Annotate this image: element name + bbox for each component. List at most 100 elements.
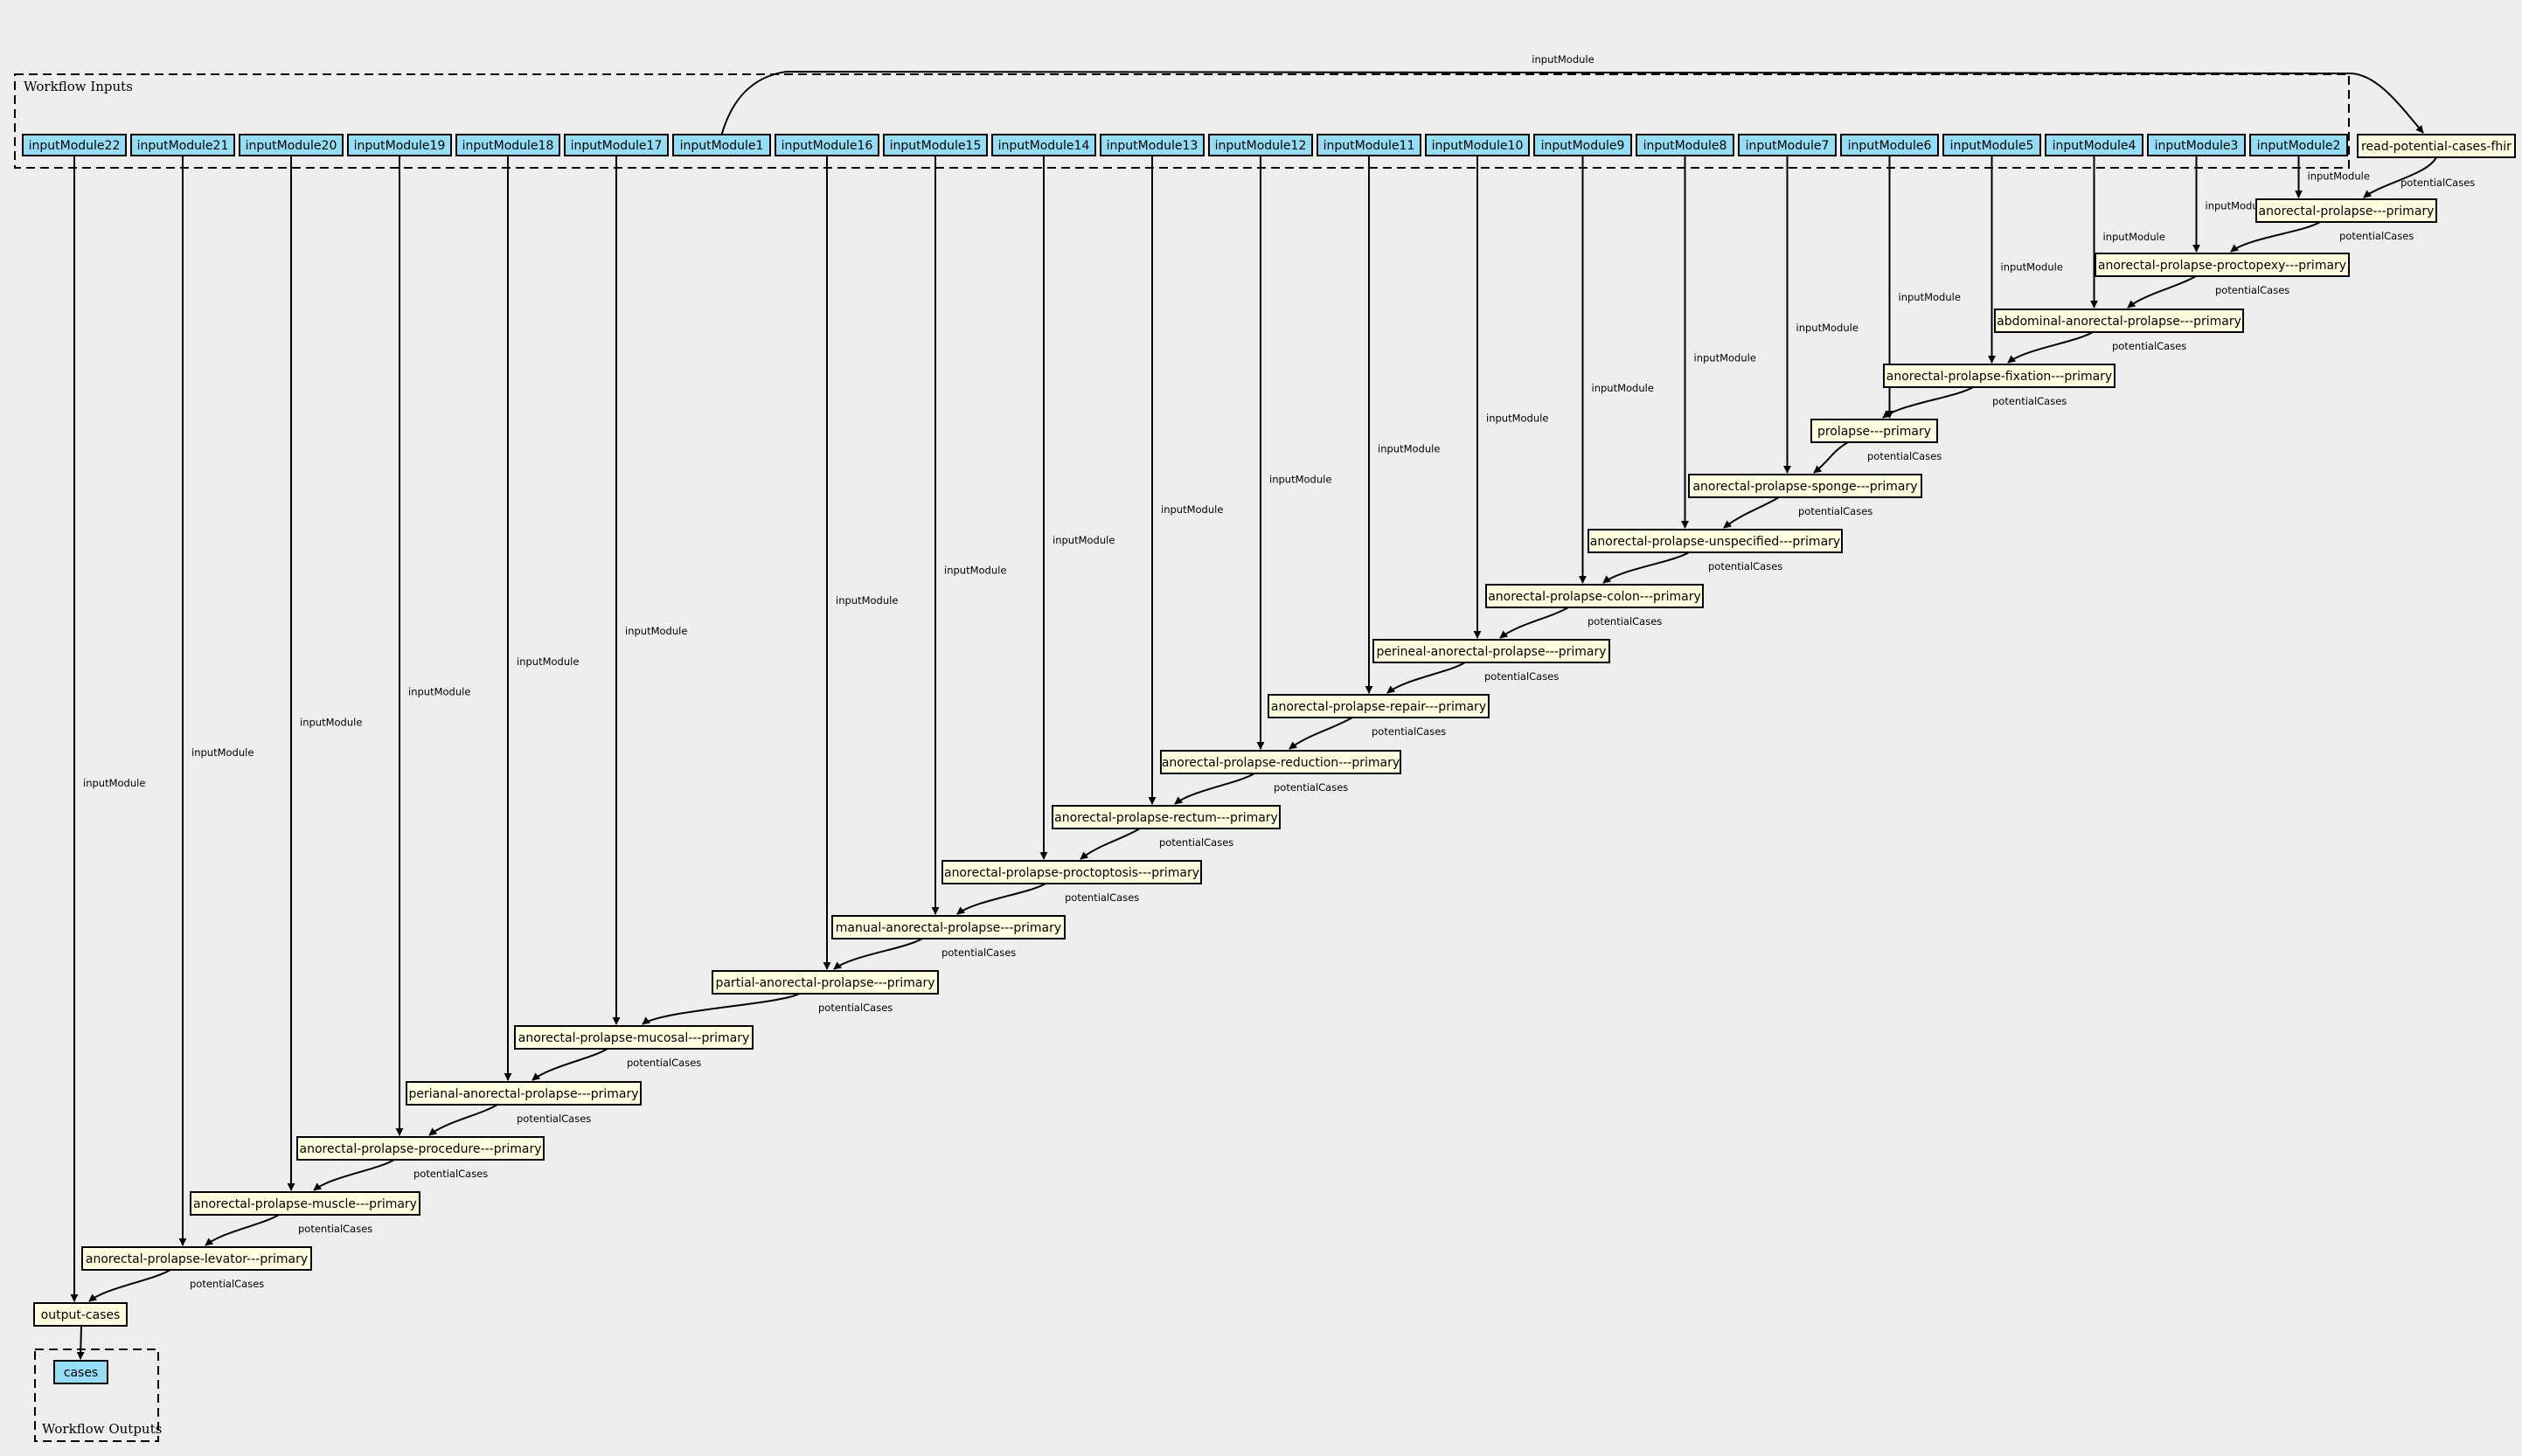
step-anorectal-prolapse-unspecified-primary[interactable]: anorectal-prolapse-unspecified---primary [1588, 529, 1843, 553]
edge-chain-4 [1882, 386, 1974, 419]
input-node-inputmodule14[interactable]: inputModule14 [991, 134, 1096, 156]
edge-label-inputmodule20: inputModule [300, 716, 362, 728]
step-anorectal-prolapse-primary-box [2255, 198, 2437, 223]
step-anorectal-prolapse-mucosal-primary[interactable]: anorectal-prolapse-mucosal---primary [514, 1025, 754, 1050]
step-anorectal-prolapse-sponge-primary[interactable]: anorectal-prolapse-sponge---primary [1688, 474, 1922, 498]
input-node-inputmodule16[interactable]: inputModule16 [775, 134, 879, 156]
step-perineal-anorectal-prolapse-primary[interactable]: perineal-anorectal-prolapse---primary [1372, 639, 1610, 663]
step-anorectal-prolapse-primary[interactable]: anorectal-prolapse---primary [2255, 198, 2437, 223]
input-node-inputmodule1-box [672, 134, 771, 156]
edge-chain-12 [1080, 828, 1141, 860]
input-node-inputmodule12-label: inputModule12 [1215, 139, 1307, 153]
input-node-inputmodule11-box [1317, 134, 1421, 156]
step-anorectal-prolapse-reduction-primary[interactable]: anorectal-prolapse-reduction---primary [1160, 750, 1401, 774]
step-anorectal-prolapse-proctoptosis-primary[interactable]: anorectal-prolapse-proctoptosis---primar… [941, 860, 1202, 884]
step-anorectal-prolapse-muscle-primary[interactable]: anorectal-prolapse-muscle---primary [190, 1191, 420, 1216]
step-anorectal-prolapse-rectum-primary[interactable]: anorectal-prolapse-rectum---primary [1052, 805, 1281, 829]
input-node-inputmodule10[interactable]: inputModule10 [1425, 134, 1530, 156]
edge-chain-7 [1602, 551, 1690, 584]
input-node-inputmodule3-box [2147, 134, 2246, 156]
edges-layer: inputModule potentialCases inputModule inpu… [70, 53, 2475, 1360]
input-node-inputmodule11[interactable]: inputModule11 [1317, 134, 1421, 156]
edge-label-source-chain: potentialCases [2400, 177, 2475, 189]
input-node-inputmodule13-box [1100, 134, 1205, 156]
input-node-inputmodule19-label: inputModule19 [354, 139, 446, 153]
step-anorectal-prolapse-proctopexy-primary[interactable]: anorectal-prolapse-proctopexy---primary [2095, 253, 2350, 277]
input-node-inputmodule15[interactable]: inputModule15 [883, 134, 988, 156]
input-node-inputmodule19[interactable]: inputModule19 [347, 134, 452, 156]
edge-label-inputmodule2: inputModule [2308, 170, 2370, 183]
step-anorectal-prolapse-colon-primary[interactable]: anorectal-prolapse-colon---primary [1485, 584, 1704, 608]
input-node-inputmodule9[interactable]: inputModule9 [1533, 134, 1632, 156]
step-anorectal-prolapse-muscle-primary-box [190, 1191, 420, 1216]
input-node-inputmodule2[interactable]: inputModule2 [2249, 134, 2348, 156]
step-anorectal-prolapse-fixation-primary-label: anorectal-prolapse-fixation---primary [1886, 370, 2112, 384]
step-anorectal-prolapse-colon-primary-label: anorectal-prolapse-colon---primary [1488, 590, 1701, 604]
edge-label-inputmodule17: inputModule [625, 625, 687, 637]
step-anorectal-prolapse-levator-primary[interactable]: anorectal-prolapse-levator---primary [81, 1246, 312, 1271]
input-node-inputmodule7[interactable]: inputModule7 [1738, 134, 1837, 156]
input-node-inputmodule13[interactable]: inputModule13 [1100, 134, 1205, 156]
input-node-inputmodule15-box [883, 134, 988, 156]
step-manual-anorectal-prolapse-primary[interactable]: manual-anorectal-prolapse---primary [831, 915, 1066, 939]
step-anorectal-prolapse-levator-primary-label: anorectal-prolapse-levator---primary [86, 1252, 308, 1266]
edge-label-inputmodule22: inputModule [83, 777, 145, 789]
edge-label-inputmodule5: inputModule [2001, 260, 2063, 273]
edge-label-chain-10: potentialCases [1372, 725, 1446, 738]
edge-label-inputmodule10: inputModule [1486, 413, 1548, 425]
step-perianal-anorectal-prolapse-primary[interactable]: perianal-anorectal-prolapse---primary [406, 1081, 642, 1106]
input-node-inputmodule10-box [1425, 134, 1530, 156]
step-anorectal-prolapse-primary-label: anorectal-prolapse---primary [2259, 205, 2435, 218]
input-node-inputmodule5[interactable]: inputModule5 [1942, 134, 2041, 156]
step-partial-anorectal-prolapse-primary-box [712, 970, 939, 995]
step-abdominal-anorectal-prolapse-primary-label: abdominal-anorectal-prolapse---primary [1997, 315, 2241, 329]
input-node-inputmodule9-label: inputModule9 [1541, 139, 1625, 153]
edge-label-inputmodule8: inputModule [1694, 351, 1756, 364]
input-node-inputmodule8-label: inputModule8 [1643, 139, 1727, 153]
input-node-inputmodule1[interactable]: inputModule1 [672, 134, 771, 156]
input-node-inputmodule20[interactable]: inputModule20 [239, 134, 344, 156]
edge-chain-5 [1813, 441, 1849, 474]
step-anorectal-prolapse-colon-primary-box [1485, 584, 1704, 608]
step-perianal-anorectal-prolapse-primary-box [406, 1081, 642, 1106]
edge-label-chain-12: potentialCases [1159, 836, 1233, 849]
input-node-inputmodule16-box [775, 134, 879, 156]
edge-label-inputmodule12: inputModule [1269, 474, 1331, 486]
edge-label-inputmodule21: inputModule [191, 746, 254, 759]
input-node-inputmodule6-label: inputModule6 [1848, 139, 1932, 153]
source-node-read-potential-cases-fhir[interactable]: read-potential-cases-fhir [2357, 134, 2516, 158]
step-abdominal-anorectal-prolapse-primary[interactable]: abdominal-anorectal-prolapse---primary [1994, 309, 2244, 333]
step-perianal-anorectal-prolapse-primary-label: perianal-anorectal-prolapse---primary [408, 1087, 638, 1101]
step-partial-anorectal-prolapse-primary[interactable]: partial-anorectal-prolapse---primary [712, 970, 939, 995]
edge-label-chain-11: potentialCases [1274, 781, 1348, 794]
output-node-cases[interactable]: cases [53, 1360, 108, 1384]
step-output-cases[interactable]: output-cases [33, 1302, 128, 1327]
step-perineal-anorectal-prolapse-primary-label: perineal-anorectal-prolapse---primary [1376, 645, 1606, 659]
step-anorectal-prolapse-levator-primary-box [81, 1246, 312, 1271]
step-anorectal-prolapse-unspecified-primary-label: anorectal-prolapse-unspecified---primary [1590, 535, 1840, 549]
input-node-inputmodule22-label: inputModule22 [29, 139, 121, 153]
edge-chain-10 [1289, 717, 1353, 750]
edge-label-chain-19: potentialCases [298, 1223, 372, 1235]
step-output-cases-label: output-cases [41, 1308, 121, 1322]
step-anorectal-prolapse-repair-primary[interactable]: anorectal-prolapse-repair---primary [1268, 694, 1490, 718]
input-node-inputmodule22[interactable]: inputModule22 [22, 134, 127, 156]
input-node-inputmodule8-box [1636, 134, 1734, 156]
edge-label-chain-8: potentialCases [1588, 615, 1662, 627]
step-anorectal-prolapse-procedure-primary[interactable]: anorectal-prolapse-procedure---primary [296, 1136, 545, 1161]
input-node-inputmodule2-box [2249, 134, 2348, 156]
step-anorectal-prolapse-reduction-primary-label: anorectal-prolapse-reduction---primary [1162, 756, 1400, 770]
step-anorectal-prolapse-fixation-primary[interactable]: anorectal-prolapse-fixation---primary [1883, 364, 2116, 388]
input-node-inputmodule17[interactable]: inputModule17 [564, 134, 669, 156]
step-anorectal-prolapse-muscle-primary-label: anorectal-prolapse-muscle---primary [193, 1197, 417, 1211]
step-anorectal-prolapse-proctoptosis-primary-box [941, 860, 1202, 884]
input-node-inputmodule3[interactable]: inputModule3 [2147, 134, 2246, 156]
input-node-inputmodule12[interactable]: inputModule12 [1208, 134, 1313, 156]
input-node-inputmodule21[interactable]: inputModule21 [130, 134, 235, 156]
input-node-inputmodule8[interactable]: inputModule8 [1636, 134, 1734, 156]
workflow-outputs-cluster [34, 1349, 159, 1442]
input-node-inputmodule6[interactable]: inputModule6 [1840, 134, 1939, 156]
input-node-inputmodule18[interactable]: inputModule18 [455, 134, 560, 156]
input-node-inputmodule4[interactable]: inputModule4 [2045, 134, 2143, 156]
step-prolapse-primary[interactable]: prolapse---primary [1810, 419, 1938, 443]
